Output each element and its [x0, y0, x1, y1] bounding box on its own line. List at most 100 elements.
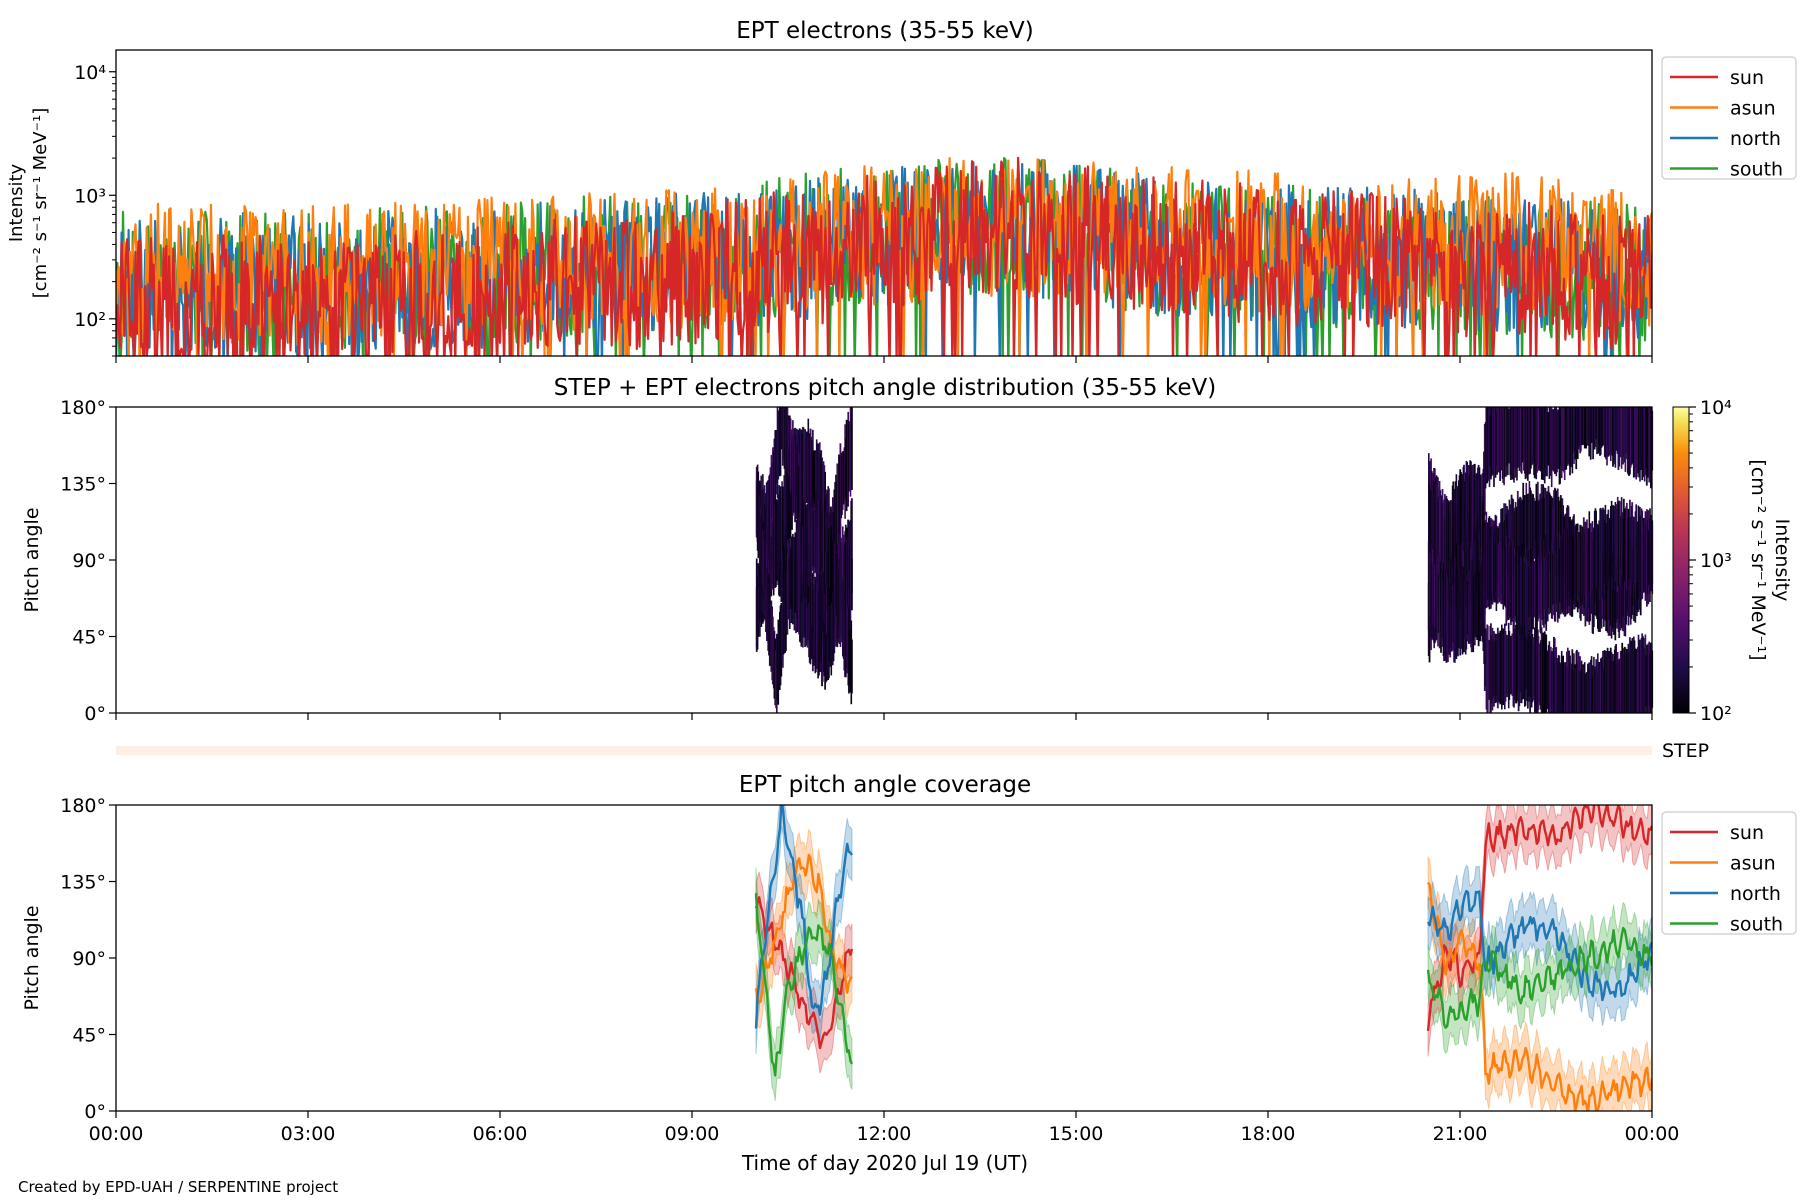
- pad-cell: [1603, 407, 1605, 446]
- pad-cell: [1636, 407, 1638, 478]
- intensity-line-asun: [116, 157, 1652, 356]
- panel2-frame: [115, 406, 1653, 714]
- legend-box: [1661, 56, 1797, 180]
- pad-cell: [1550, 646, 1552, 713]
- xtick-label: 00:00: [1625, 1123, 1680, 1145]
- colorbar-tick-label: 10²: [1700, 703, 1732, 725]
- pad-cell: [1560, 535, 1562, 615]
- pad-cell: [1571, 520, 1574, 617]
- pad-cell: [1485, 407, 1488, 484]
- intensity-panel: EPT electrons (35-55 keV) 10² 10³ 10⁴ Inte…: [6, 18, 1797, 363]
- pad-cell: [1647, 407, 1650, 472]
- pad-cell: [1613, 407, 1615, 465]
- pad-cell: [770, 600, 773, 672]
- pad-cell: [815, 452, 817, 513]
- x-axis-label: Time of day 2020 Jul 19 (UT): [741, 1151, 1028, 1175]
- pad-cell: [1626, 407, 1628, 460]
- pad-heatmap-cells: [755, 407, 1654, 713]
- pad-cell: [1634, 407, 1637, 468]
- pitch-angle-coverage-panel: EPT pitch angle coverage 0° 45° 90° 135° 180…: [21, 772, 1797, 1175]
- panel1-ytick-label: 10³: [74, 185, 106, 207]
- coverage-line-south: [1426, 926, 1652, 1029]
- ytick-label: 180°: [60, 397, 106, 419]
- pad-cell: [1485, 631, 1488, 710]
- pad-cell: [1634, 511, 1637, 591]
- ytick-label: 135°: [60, 474, 106, 496]
- pad-cell: [1540, 537, 1542, 634]
- ytick-label: 180°: [60, 795, 106, 817]
- pad-cell: [1487, 625, 1489, 713]
- pad-cell: [813, 450, 816, 509]
- pad-cell: [1455, 568, 1458, 659]
- pad-cell: [1475, 473, 1478, 531]
- pad-cell: [1530, 490, 1532, 565]
- pad-cell: [836, 463, 839, 558]
- xtick-label: 03:00: [281, 1123, 336, 1145]
- panel3-y-ticks: 0° 45° 90° 135° 180°: [60, 795, 116, 1123]
- pad-cell: [1593, 530, 1595, 584]
- pad-cell: [851, 498, 853, 594]
- pad-cell: [835, 474, 837, 569]
- pad-cell: [1550, 547, 1552, 613]
- legend-label-north: north: [1730, 883, 1781, 905]
- pad-cell: [846, 616, 849, 668]
- pad-cell: [1487, 407, 1489, 482]
- pad-cell: [1507, 407, 1509, 475]
- coverage-band-sun: [755, 871, 853, 1074]
- panel1-ylabel-line1: Intensity: [6, 163, 27, 242]
- legend-label-sun: sun: [1730, 822, 1764, 844]
- pad-cell: [1517, 407, 1519, 468]
- pad-cell: [1646, 509, 1648, 605]
- pad-cell: [1603, 509, 1605, 595]
- pad-cell: [1626, 502, 1628, 590]
- panel1-ytick-label: 10⁴: [74, 62, 106, 84]
- pad-cell: [1508, 409, 1511, 463]
- pad-cell: [792, 420, 794, 513]
- legend-label-south: south: [1730, 914, 1783, 936]
- panel1-y-ticks: 10² 10³ 10⁴: [74, 62, 116, 357]
- pad-cell: [1507, 637, 1509, 695]
- ytick-label: 0°: [84, 1101, 106, 1123]
- panel1-ylabel-line2: [cm⁻² s⁻¹ sr⁻¹ MeV⁻¹]: [30, 108, 51, 299]
- pad-cell: [825, 604, 827, 683]
- pad-cell: [1581, 526, 1584, 601]
- pad-cell: [846, 425, 849, 500]
- pad-cell: [783, 407, 786, 469]
- pad-cell: [1561, 408, 1564, 463]
- ytick-label: 45°: [72, 1025, 106, 1047]
- pad-cell: [1454, 567, 1456, 663]
- pad-cell: [1593, 656, 1595, 713]
- step-coverage-strip: [116, 746, 1652, 755]
- xtick-label: 12:00: [857, 1123, 912, 1145]
- step-label: STEP: [1662, 740, 1709, 762]
- colorbar-tick-label: 10⁴: [1700, 397, 1732, 419]
- pad-cell: [1518, 549, 1521, 629]
- colorbar-label-line1: Intensity: [1771, 519, 1793, 602]
- pad-cell: [772, 616, 774, 685]
- pad-cell: [783, 475, 786, 551]
- pad-cell: [1560, 408, 1562, 466]
- pad-cell: [770, 518, 773, 597]
- panel3-legend: sun asun north south: [1661, 811, 1797, 936]
- pitch-angle-distribution-panel: STEP + EPT electrons pitch angle distrib…: [21, 375, 1793, 762]
- pad-cell: [1646, 644, 1648, 713]
- coverage-line-south: [754, 893, 854, 1077]
- pad-cell: [1581, 407, 1584, 446]
- xtick-label: 15:00: [1049, 1123, 1104, 1145]
- pad-cell: [1434, 481, 1436, 565]
- pad-cell: [1550, 407, 1552, 477]
- panel1-legend: sun asun north south: [1661, 56, 1797, 181]
- intensity-series-lines: [116, 156, 1652, 356]
- intensity-line-sun: [116, 156, 1652, 356]
- pad-cell: [851, 407, 853, 490]
- legend-label-sun: sun: [1730, 67, 1764, 89]
- xtick-label: 21:00: [1433, 1123, 1488, 1145]
- pad-cell: [1551, 654, 1554, 713]
- pad-cell: [1614, 502, 1617, 590]
- panel2-y-ticks: 0° 45° 90° 135° 180°: [60, 397, 116, 725]
- panel2-x-ticks: [115, 713, 1653, 720]
- pad-cell: [1540, 407, 1542, 472]
- ytick-label: 0°: [84, 703, 106, 725]
- legend-label-north: north: [1730, 128, 1781, 150]
